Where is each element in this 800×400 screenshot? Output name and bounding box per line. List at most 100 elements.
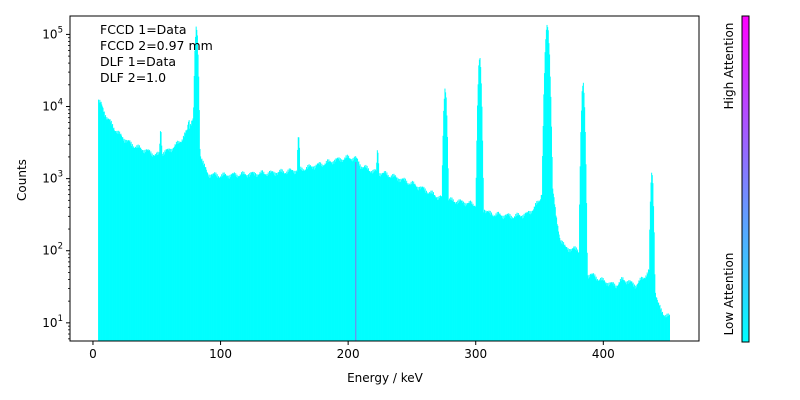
- histogram-bar: [246, 176, 248, 341]
- histogram-bar: [218, 177, 220, 341]
- histogram-bar: [519, 215, 521, 341]
- histogram-bar: [575, 249, 577, 341]
- annotation-block: FCCD 1=Data FCCD 2=0.97 mm DLF 1=Data DL…: [100, 22, 213, 85]
- histogram-bar: [508, 216, 510, 341]
- histogram-bar: [237, 177, 239, 341]
- histogram-bar: [154, 153, 156, 341]
- histogram-bar: [665, 317, 667, 341]
- histogram-bar: [460, 200, 462, 341]
- histogram-bar: [406, 184, 408, 341]
- histogram-bar: [595, 276, 597, 341]
- histogram-bar: [228, 175, 230, 341]
- histogram-bar: [586, 203, 588, 341]
- histogram-bar: [644, 277, 646, 341]
- histogram-bar: [247, 177, 249, 341]
- histogram-bar: [644, 278, 646, 341]
- histogram-bar: [400, 178, 402, 341]
- histogram-bar: [258, 174, 260, 341]
- histogram-bar: [339, 160, 341, 341]
- histogram-bar: [366, 165, 368, 341]
- histogram-bar: [640, 280, 642, 341]
- histogram-bar: [346, 157, 348, 341]
- histogram-bar: [352, 157, 354, 341]
- histogram-bar: [397, 180, 399, 341]
- histogram-bar: [435, 198, 437, 341]
- histogram-bar: [381, 175, 383, 341]
- histogram-bar: [383, 172, 385, 341]
- histogram-bar: [662, 311, 663, 341]
- histogram-bar: [528, 213, 530, 341]
- histogram-bar: [358, 161, 360, 341]
- histogram-bar: [473, 206, 475, 341]
- histogram-bar: [343, 159, 345, 341]
- histogram-bar: [189, 124, 191, 341]
- histogram-bar: [508, 213, 510, 341]
- histogram-bar: [368, 171, 370, 341]
- histogram-bar: [489, 210, 491, 341]
- histogram-bar: [633, 284, 635, 341]
- histogram-bar: [458, 199, 460, 341]
- histogram-bar: [628, 280, 630, 341]
- histogram-bar: [547, 27, 549, 342]
- histogram-bar: [186, 129, 188, 341]
- histogram-bar: [499, 213, 501, 341]
- histogram-bar: [185, 130, 187, 341]
- histogram-bar: [441, 196, 443, 341]
- histogram-bar: [459, 199, 461, 341]
- histogram-bar: [195, 26, 197, 341]
- histogram-bar: [133, 147, 135, 341]
- histogram-bar: [440, 196, 442, 341]
- histogram-bar: [521, 218, 523, 341]
- histogram-bar: [173, 146, 175, 341]
- histogram-bar: [236, 174, 238, 341]
- histogram-bar: [325, 160, 327, 341]
- histogram-bar: [262, 170, 264, 341]
- histogram-bar: [117, 133, 119, 341]
- histogram-bar: [585, 164, 587, 341]
- histogram-bar: [282, 172, 284, 341]
- histogram-bar: [497, 214, 499, 341]
- histogram-bar: [122, 140, 124, 341]
- histogram-bar: [257, 174, 259, 341]
- histogram-bar: [527, 212, 529, 341]
- histogram-bar: [105, 115, 107, 341]
- histogram-bar: [561, 240, 563, 341]
- histogram-bar: [538, 202, 540, 341]
- histogram-bar: [186, 130, 188, 341]
- histogram-bar: [526, 211, 528, 341]
- histogram-bar: [492, 216, 494, 341]
- histogram-bar: [414, 183, 416, 341]
- histogram-bar: [588, 278, 589, 341]
- histogram-bar: [655, 297, 657, 341]
- histogram-bar: [99, 99, 101, 341]
- histogram-bar: [333, 163, 335, 341]
- histogram-bar: [669, 314, 671, 341]
- histogram-bar: [141, 150, 143, 341]
- histogram-bar: [397, 178, 399, 341]
- histogram-bar: [643, 278, 645, 341]
- histogram-bar: [315, 164, 317, 341]
- histogram-bar: [394, 175, 396, 341]
- histogram-bar: [101, 104, 103, 341]
- histogram-bar: [654, 292, 656, 341]
- histogram-bar: [641, 279, 643, 341]
- histogram-bar: [175, 145, 177, 341]
- histogram-bar: [459, 201, 461, 341]
- histogram-bar: [398, 182, 400, 341]
- histogram-bar: [107, 119, 108, 342]
- histogram-bar: [418, 190, 420, 341]
- histogram-bar: [449, 200, 451, 341]
- histogram-bar: [494, 216, 496, 341]
- histogram-bar: [121, 135, 123, 341]
- histogram-bar: [337, 157, 339, 341]
- histogram-bar: [233, 172, 235, 341]
- histogram-bar: [335, 158, 337, 341]
- histogram-bar: [308, 164, 310, 341]
- histogram-bar: [367, 168, 369, 341]
- histogram-bar: [467, 203, 469, 341]
- histogram-bar: [456, 204, 458, 341]
- histogram-bar: [296, 171, 298, 341]
- histogram-bar: [611, 282, 613, 341]
- histogram-bar: [656, 299, 658, 341]
- histogram-bar: [561, 243, 563, 341]
